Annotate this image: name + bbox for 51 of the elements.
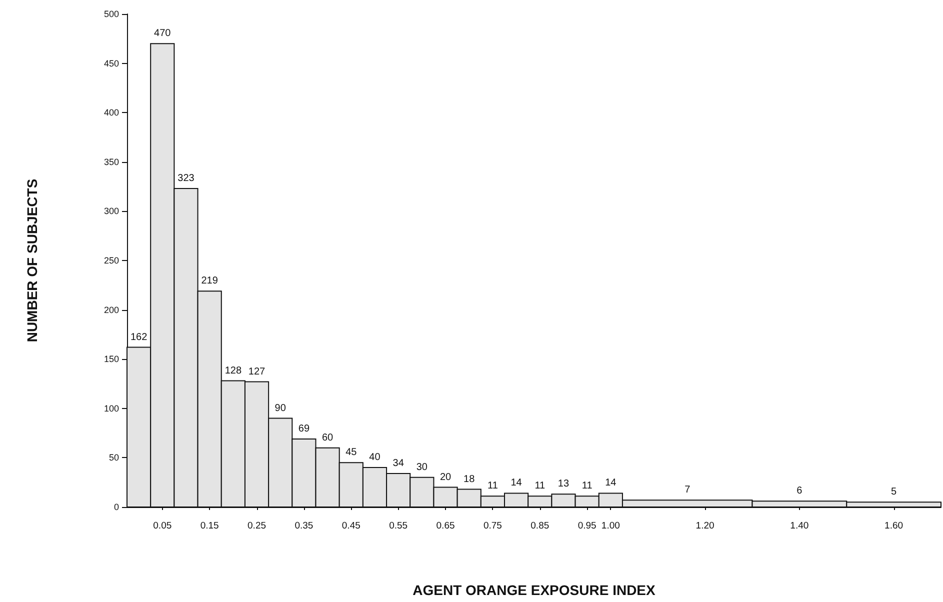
data-label: 45 [346, 447, 358, 458]
data-label: 13 [558, 478, 570, 490]
data-label: 470 [154, 28, 172, 40]
data-label: 11 [582, 480, 593, 492]
x-tick-label: 0.15 [200, 520, 219, 532]
x-tick-label: 0.85 [530, 520, 550, 532]
data-label: 219 [201, 276, 218, 287]
y-tick-label: 500 [104, 9, 119, 19]
data-label: 14 [605, 478, 617, 489]
y-tick-label: 50 [108, 452, 119, 463]
data-label: 34 [392, 458, 404, 469]
x-axis-title: AGENT ORANGE EXPOSURE INDEX [412, 582, 656, 598]
x-tick-label: 0.35 [294, 520, 314, 532]
data-label: 5 [891, 486, 898, 498]
x-tick-label: 0.95 [578, 520, 596, 532]
y-tick-label: 100 [104, 403, 119, 414]
y-tick-label: 450 [104, 58, 119, 68]
x-tick-label: 0.75 [483, 520, 502, 532]
y-tick-label: 150 [104, 354, 119, 364]
data-label: 30 [416, 462, 428, 473]
x-tick-label: 1.60 [884, 520, 904, 532]
data-label: 127 [248, 366, 266, 378]
y-tick-label: 350 [104, 156, 119, 167]
data-label: 7 [684, 484, 691, 496]
data-label: 11 [534, 480, 546, 492]
y-tick-label: 200 [104, 304, 119, 315]
data-label: 60 [322, 432, 334, 444]
data-label: 20 [440, 472, 452, 483]
x-tick-label: 0.05 [153, 520, 172, 532]
data-label: 40 [369, 452, 381, 464]
data-label: 69 [298, 423, 310, 434]
y-tick-label: 400 [104, 108, 119, 118]
x-tick-label: 0.55 [389, 520, 408, 532]
x-tick-label: 1.00 [601, 520, 620, 532]
data-label: 162 [130, 332, 148, 343]
data-label: 90 [274, 402, 286, 414]
data-label: 18 [464, 474, 476, 485]
x-tick-label: 0.45 [342, 520, 360, 532]
y-axis-title: NUMBER OF SUBJECTS [24, 178, 40, 342]
x-tick-label: 0.25 [248, 520, 266, 532]
y-tick-label: 0 [114, 502, 119, 512]
x-tick-label: 0.65 [436, 520, 455, 532]
data-label: 128 [224, 365, 242, 376]
data-label: 323 [178, 173, 195, 184]
y-tick-label: 250 [104, 256, 119, 266]
x-tick-label: 1.40 [790, 520, 809, 532]
data-label: 11 [488, 480, 498, 492]
y-tick-label: 300 [104, 206, 119, 216]
x-tick-label: 1.20 [696, 520, 714, 532]
data-label: 14 [510, 478, 522, 489]
data-label: 6 [796, 486, 803, 497]
